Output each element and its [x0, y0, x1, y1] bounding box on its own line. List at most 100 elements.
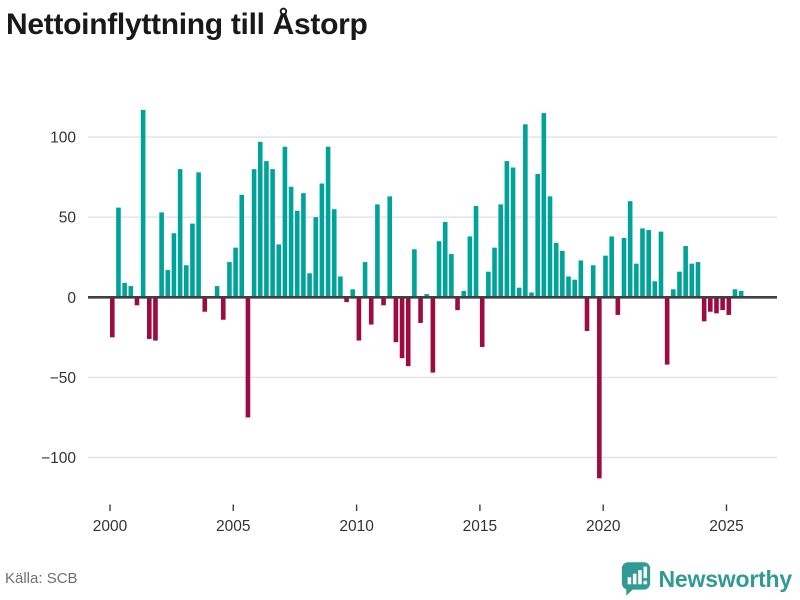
bar	[479, 297, 485, 347]
bar	[110, 297, 115, 338]
bar	[319, 183, 325, 298]
bar	[418, 297, 423, 323]
bar	[196, 172, 201, 298]
bar	[313, 217, 319, 298]
bar	[455, 297, 460, 311]
bar	[652, 281, 658, 298]
bar	[664, 297, 670, 365]
newsworthy-brand[interactable]: Newsworthy	[621, 561, 792, 597]
bar	[344, 297, 349, 303]
bar	[134, 297, 140, 306]
bar	[640, 228, 645, 298]
bar	[671, 289, 676, 298]
bar-chart-speech-bubble-icon	[621, 562, 650, 596]
bar	[288, 186, 294, 298]
y-axis-tick-label: −50	[50, 370, 77, 387]
bar	[405, 297, 411, 367]
bar	[720, 297, 725, 311]
bar	[547, 196, 553, 298]
source-credit: Källa: SCB	[5, 570, 78, 587]
bar	[449, 254, 454, 298]
page-title: Nettoinflyttning till Åstorp	[6, 8, 368, 41]
bar	[159, 212, 164, 298]
bar	[590, 265, 596, 298]
bar	[350, 289, 356, 298]
bar	[430, 297, 436, 373]
bar	[473, 205, 479, 298]
bar	[362, 262, 368, 298]
bar	[140, 109, 146, 298]
bar	[535, 173, 540, 298]
bar	[393, 297, 399, 343]
bar	[486, 271, 491, 298]
bar	[566, 276, 571, 298]
y-axis-tick-label: 100	[50, 130, 76, 147]
bar	[627, 201, 633, 298]
bar	[294, 210, 300, 298]
bar	[516, 287, 522, 298]
bar	[183, 265, 189, 298]
bar	[621, 238, 627, 298]
bar	[615, 297, 621, 315]
bar	[245, 297, 251, 418]
bar	[467, 236, 473, 298]
bar	[609, 236, 614, 298]
bar	[714, 297, 719, 314]
bar	[560, 250, 565, 298]
bar	[214, 286, 220, 298]
x-axis-tick-label: 2025	[709, 518, 743, 535]
bar	[190, 223, 195, 298]
bar	[270, 169, 275, 298]
bar	[529, 292, 534, 298]
y-axis-tick-label: 50	[59, 210, 77, 227]
bar	[436, 241, 442, 298]
bar	[338, 276, 343, 298]
bar	[572, 279, 577, 298]
bar	[239, 194, 245, 298]
bar	[282, 146, 288, 298]
bar	[510, 167, 516, 298]
bar	[553, 242, 559, 298]
bar	[584, 297, 590, 331]
bar	[177, 169, 183, 298]
bar	[381, 297, 386, 306]
bar	[578, 260, 584, 298]
bar	[251, 169, 257, 298]
bar	[658, 231, 664, 298]
bar	[399, 297, 405, 359]
bar	[461, 290, 467, 298]
bar	[701, 297, 707, 322]
y-axis-tick-label: −100	[41, 450, 76, 467]
brand-name: Newsworthy	[658, 565, 793, 592]
bar	[689, 263, 695, 298]
bar	[597, 297, 602, 479]
bar	[492, 247, 497, 298]
bar	[732, 289, 738, 298]
bar	[695, 262, 701, 298]
bar	[227, 262, 232, 298]
bar	[387, 196, 393, 298]
bar	[523, 124, 528, 298]
bar	[165, 270, 171, 298]
bar	[368, 297, 374, 325]
bar	[442, 222, 448, 298]
bar	[128, 286, 134, 298]
bar	[375, 204, 380, 298]
bar	[171, 233, 177, 298]
bar	[646, 230, 651, 298]
bar	[122, 282, 127, 298]
bar	[356, 297, 362, 341]
bar	[424, 294, 430, 298]
bar	[276, 244, 282, 298]
bar	[233, 247, 238, 298]
bar	[325, 146, 331, 298]
x-axis-tick-label: 2005	[216, 518, 250, 535]
bar	[331, 209, 337, 298]
x-axis-tick-label: 2015	[463, 518, 497, 535]
x-axis-tick-label: 2020	[586, 518, 621, 535]
bar	[498, 204, 503, 298]
x-axis-tick-label: 2010	[339, 518, 374, 535]
y-axis-tick-label: 0	[67, 290, 76, 307]
